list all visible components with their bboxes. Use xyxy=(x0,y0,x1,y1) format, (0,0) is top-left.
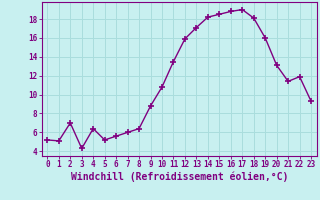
X-axis label: Windchill (Refroidissement éolien,°C): Windchill (Refroidissement éolien,°C) xyxy=(70,172,288,182)
